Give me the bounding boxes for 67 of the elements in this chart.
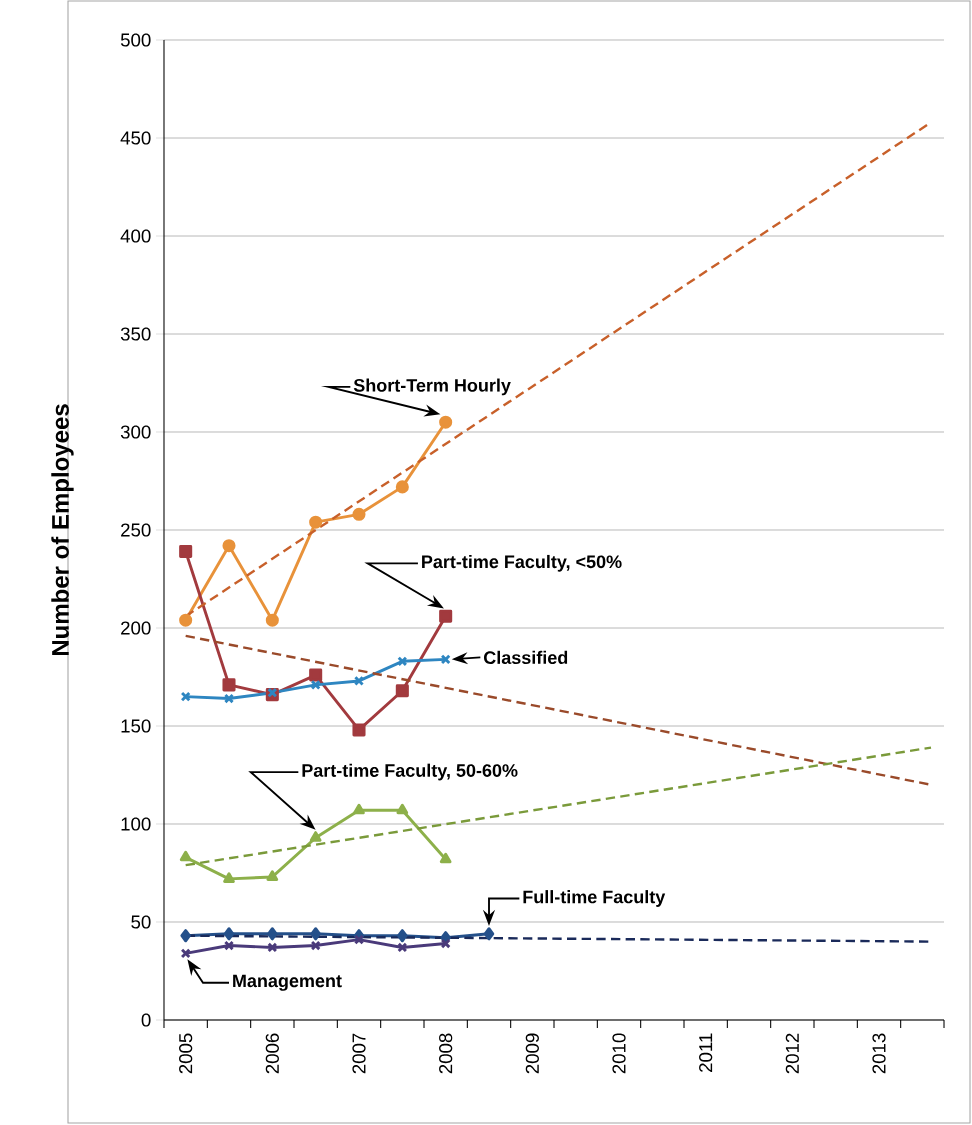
- point: [223, 872, 235, 883]
- point: [266, 870, 279, 881]
- point: [395, 480, 409, 494]
- point: [267, 942, 278, 953]
- point: [267, 687, 278, 698]
- point: [440, 938, 451, 949]
- x-tick-label: 2006: [265, 1033, 279, 1074]
- series-label: Part-time Faculty, 50-60%: [302, 763, 518, 781]
- point: [352, 723, 366, 737]
- x-tick-label: 2012: [785, 1033, 799, 1074]
- series-label: Classified: [484, 650, 568, 664]
- x-tick-label: 2013: [872, 1033, 886, 1074]
- y-tick-label: 350: [120, 327, 151, 341]
- x-tick-label: 2008: [439, 1033, 453, 1074]
- point: [310, 927, 321, 941]
- x-tick-label: 2010: [612, 1033, 626, 1074]
- y-tick-label: 450: [120, 131, 151, 145]
- point: [223, 940, 235, 951]
- x-tick-label: 2007: [352, 1033, 366, 1074]
- x-tick-label: 2009: [525, 1033, 539, 1074]
- point: [397, 929, 408, 943]
- point: [353, 934, 365, 945]
- y-tick-label: 100: [121, 817, 151, 831]
- y-tick-label: 0: [141, 1013, 151, 1027]
- point: [222, 678, 236, 692]
- x-tick-label: 2005: [179, 1033, 193, 1074]
- series-label: Management: [233, 974, 342, 991]
- point: [223, 693, 235, 704]
- point: [265, 613, 279, 627]
- text: Part-time Faculty, <50%: [422, 554, 622, 572]
- point: [179, 545, 193, 559]
- point: [439, 415, 453, 429]
- y-tick-label: 200: [121, 621, 151, 635]
- point: [396, 803, 409, 815]
- series-label: Short-Term Hourly: [353, 378, 511, 396]
- point: [353, 803, 365, 815]
- y-tick-label: 500: [120, 33, 151, 47]
- point: [352, 507, 366, 521]
- point: [309, 668, 323, 682]
- point: [180, 948, 191, 959]
- point: [310, 679, 321, 690]
- point: [310, 940, 321, 951]
- point: [440, 654, 451, 665]
- point: [439, 609, 453, 623]
- x-tick-label: 2011: [699, 1033, 713, 1072]
- point: [179, 850, 192, 862]
- y-tick-label: 150: [121, 719, 151, 733]
- y-tick-label: 250: [121, 523, 151, 537]
- text: Full-time Faculty: [523, 890, 666, 907]
- point: [179, 613, 193, 627]
- point: [353, 675, 365, 686]
- y-axis-title: Number of Employees: [51, 404, 74, 656]
- point: [395, 684, 409, 698]
- y-tick-label: 300: [120, 425, 151, 439]
- point: [222, 539, 236, 553]
- point: [180, 929, 191, 943]
- y-tick-label: 400: [120, 229, 151, 243]
- point: [309, 515, 323, 529]
- point: [267, 927, 278, 941]
- point: [309, 831, 322, 842]
- point: [180, 691, 191, 702]
- point: [483, 927, 495, 941]
- y-tick-label: 50: [131, 915, 151, 929]
- point: [397, 656, 408, 667]
- point: [397, 942, 408, 953]
- point: [439, 852, 452, 864]
- point: [223, 927, 235, 941]
